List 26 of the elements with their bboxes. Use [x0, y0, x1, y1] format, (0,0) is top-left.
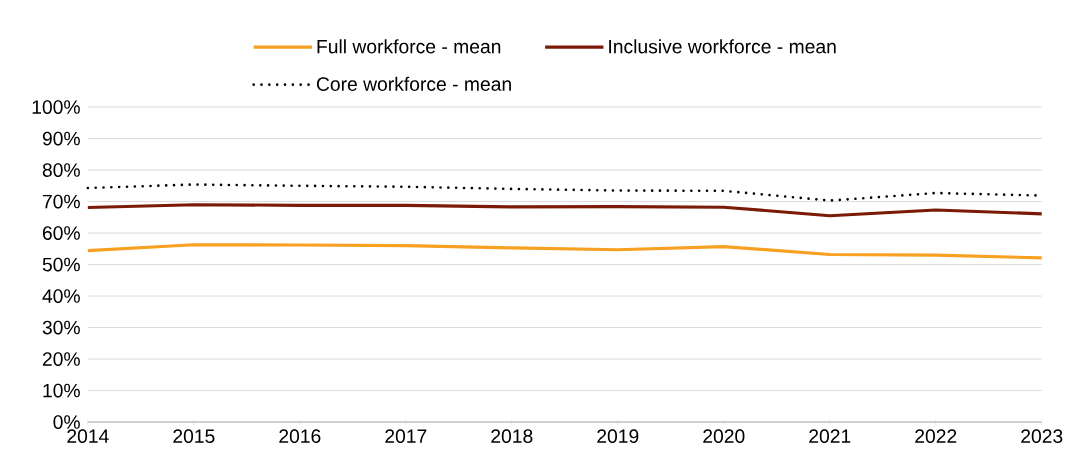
legend-label: Inclusive workforce - mean [609, 39, 836, 54]
x-tick-label: 2021 [809, 429, 851, 444]
y-tick-label: 100% [32, 100, 80, 114]
line-series [86, 243, 1044, 260]
y-tick-label: 40% [42, 289, 80, 303]
x-tick-label: 2017 [385, 429, 427, 444]
x-tick-label: 2015 [173, 429, 215, 444]
y-tick-label: 30% [42, 320, 80, 335]
x-tick-label: 2016 [279, 429, 321, 444]
x-tick-label: 2018 [491, 429, 533, 444]
x-tick-label: 2023 [1021, 429, 1063, 444]
line-series [86, 203, 1044, 218]
legend-label: Full workforce - mean [317, 39, 501, 54]
x-tick-label: 2014 [67, 429, 109, 444]
y-tick-label: 70% [42, 194, 80, 209]
y-tick-label: 0% [53, 415, 80, 429]
y-tick-label: 60% [42, 226, 80, 240]
x-tick-label: 2020 [703, 429, 745, 444]
y-tick-label: 80% [42, 163, 80, 177]
y-tick-label: 50% [42, 257, 80, 272]
y-tick-label: 90% [42, 131, 80, 146]
y-tick-label: 10% [43, 383, 80, 398]
x-tick-label: 2019 [597, 429, 639, 444]
legend-label: Core workforce - mean [316, 76, 511, 91]
y-tick-label: 20% [42, 352, 80, 366]
x-tick-label: 2022 [915, 429, 957, 444]
